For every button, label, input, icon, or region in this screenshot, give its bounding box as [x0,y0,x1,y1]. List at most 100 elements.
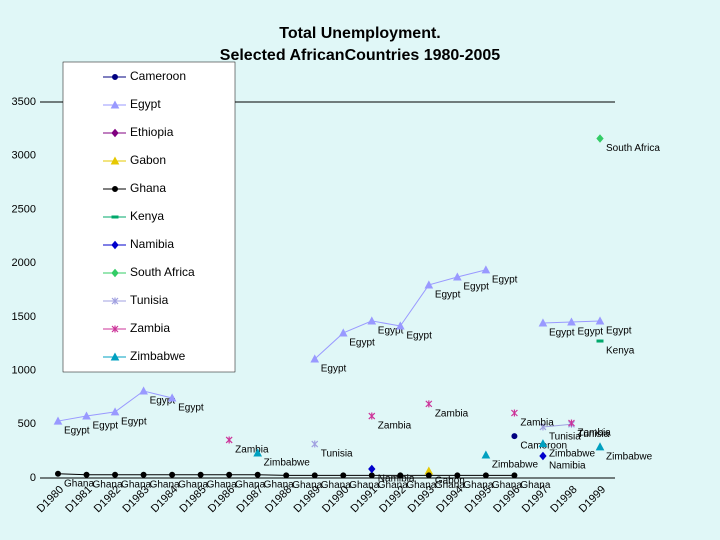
legend-marker [111,297,119,305]
data-label: Egypt [321,364,347,375]
data-label: Zambia [520,418,554,429]
marker [311,440,319,448]
data-label: Egypt [150,396,176,407]
marker [340,472,347,479]
data-label: Ghana [178,479,208,490]
marker [368,464,376,474]
marker [482,472,489,479]
data-label: Egypt [406,331,432,342]
y-tick-label: 2000 [12,257,36,269]
data-label: Zimbabwe [492,460,539,471]
marker [595,442,605,451]
data-label: Ghana [520,480,550,491]
legend-label: Kenya [130,209,164,223]
marker [55,470,61,477]
marker [367,316,377,325]
legend-label: Namibia [130,237,174,251]
data-label: Ghana [121,479,151,490]
marker [283,472,290,479]
legend-marker [111,240,119,250]
series-line [314,269,487,360]
marker [139,386,148,395]
legend-marker [111,325,119,333]
data-label: Kenya [606,346,635,357]
y-tick-label: 0 [30,472,36,484]
data-label: Ghana [264,479,294,490]
legend-marker [111,268,119,278]
marker [53,416,63,425]
legend-marker [110,100,120,109]
data-label: Zambia [577,428,611,439]
marker [596,339,604,343]
legend: Cameroon Egypt Ethiopia Gabon Ghana Kenya Nami… [62,61,236,373]
x-tick-label: D1998 [548,484,579,515]
data-label: Ghana [207,479,237,490]
data-label: Ghana [64,478,94,489]
legend-label: Ghana [130,181,166,195]
marker [83,471,90,478]
marker [167,393,177,402]
data-label: Egypt [606,326,632,337]
data-label: Egypt [463,282,489,293]
data-label: Ghana [150,479,180,490]
data-label: Tunisia [549,432,581,443]
data-label: Egypt [492,275,518,286]
marker [425,472,432,479]
marker [253,448,263,457]
marker [511,472,518,479]
marker [169,471,176,478]
marker [397,472,404,479]
data-label: Namibia [378,474,415,485]
legend-label: Tunisia [130,293,169,307]
data-label: Namibia [549,461,586,472]
marker [595,316,605,325]
data-label: South Africa [606,143,660,154]
data-label: Egypt [435,290,461,301]
legend-marker [110,352,120,361]
data-label: Ghana [492,480,522,491]
marker [368,472,375,479]
marker [539,423,547,431]
marker [568,419,575,427]
chart-subtitle: Selected AfricanCountries 1980-2005 [220,47,501,64]
legend-label: Cameroon [130,69,186,83]
marker [140,471,147,478]
marker [368,412,376,420]
data-label: Zimbabwe [606,451,653,462]
marker [425,400,433,408]
data-label: Egypt [93,421,119,432]
marker [112,471,119,478]
legend-label: Gabon [130,153,166,167]
x-tick-label: D1980 [35,484,66,515]
marker [538,318,548,327]
legend-label: Ethiopia [130,125,174,139]
data-label: Ghana [235,479,265,490]
marker [197,471,204,478]
marker [567,317,576,326]
data-label: Egypt [349,338,375,349]
marker [310,354,320,363]
data-label: Egypt [549,328,575,339]
marker [481,265,491,274]
data-label: Egypt [64,426,90,437]
chart-title: Total Unemployment. [279,25,441,42]
legend-label: Zimbabwe [130,349,186,363]
series-line [542,423,572,428]
marker [481,450,491,459]
legend-marker [111,128,119,138]
data-label: Egypt [577,327,603,338]
data-label: Zambia [435,409,469,420]
marker [453,272,462,281]
y-tick-label: 3500 [12,96,36,108]
marker [225,436,233,444]
marker [338,328,348,337]
marker [226,471,233,478]
legend-marker [111,215,119,219]
legend-marker [112,74,118,80]
marker [454,472,461,479]
marker [110,407,120,416]
legend-box [62,61,236,373]
marker [539,451,547,461]
marker [424,280,434,289]
legend-label: Egypt [130,97,161,111]
